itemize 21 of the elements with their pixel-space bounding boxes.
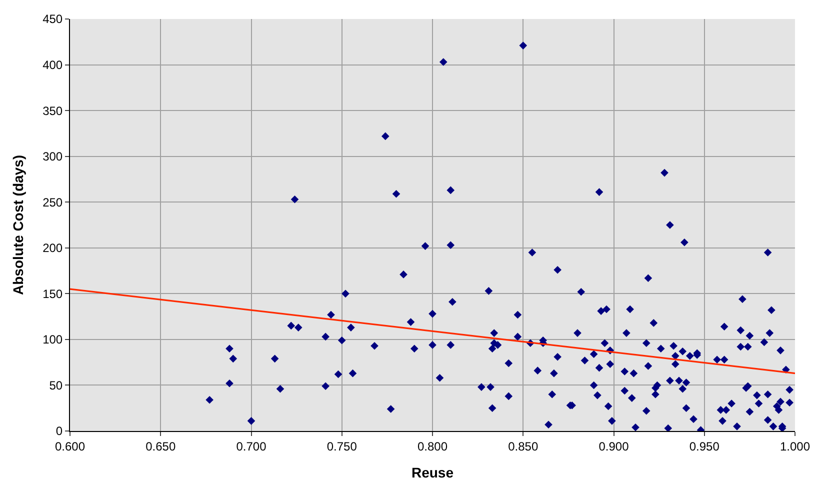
- y-tick-label: 200: [42, 241, 63, 256]
- x-tick-label: 0.600: [54, 439, 86, 454]
- x-tick-label: 0.650: [146, 439, 176, 454]
- y-tick-label: 100: [42, 332, 63, 347]
- y-tick-label: 350: [42, 104, 63, 118]
- y-tick-label: 50: [49, 378, 63, 392]
- x-tick-label: 0.950: [689, 439, 720, 454]
- y-tick-label: 400: [42, 58, 63, 72]
- x-tick-label: 0.750: [326, 439, 358, 454]
- x-tick-label: 1.000: [780, 439, 810, 454]
- x-axis-title: Reuse: [411, 464, 454, 481]
- y-axis-title: Absolute Cost (days): [10, 154, 26, 296]
- y-tick-label: 250: [42, 195, 63, 210]
- y-tick-label: 300: [42, 150, 63, 164]
- x-tick-label: 0.850: [508, 439, 538, 454]
- y-tick-label: 150: [42, 286, 63, 301]
- y-tick-label: 450: [42, 12, 63, 26]
- x-tick-label: 0.800: [417, 439, 448, 454]
- y-tick-label: 0: [56, 424, 63, 438]
- x-tick-label: 0.700: [236, 439, 267, 454]
- x-tick-label: 0.900: [598, 439, 630, 454]
